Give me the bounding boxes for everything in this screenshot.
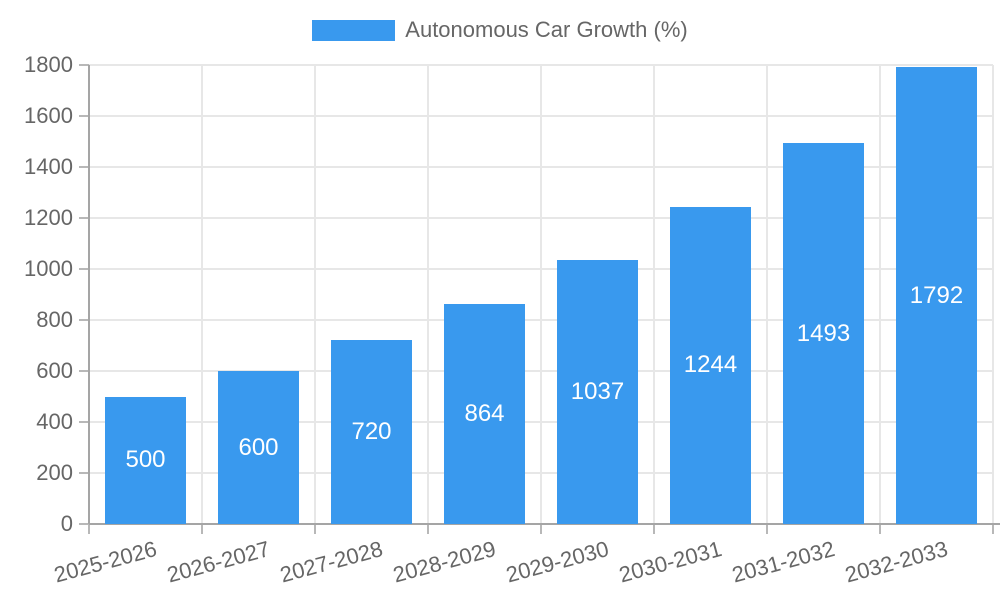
bar-value-label: 1037 bbox=[570, 377, 625, 405]
bar-value-label: 1493 bbox=[796, 319, 851, 347]
x-gridline bbox=[201, 65, 203, 524]
bar[interactable]: 600 bbox=[218, 371, 299, 524]
x-axis-line bbox=[89, 523, 1000, 525]
y-tick bbox=[79, 523, 89, 525]
x-tick bbox=[314, 524, 316, 534]
x-tick bbox=[201, 524, 203, 534]
bar-value-label: 720 bbox=[351, 418, 392, 446]
y-tick bbox=[79, 370, 89, 372]
x-gridline bbox=[427, 65, 429, 524]
y-axis-line bbox=[88, 65, 90, 524]
x-gridline bbox=[314, 65, 316, 524]
x-tick bbox=[879, 524, 881, 534]
y-tick-label: 0 bbox=[60, 511, 73, 536]
y-tick bbox=[79, 421, 89, 423]
x-tick bbox=[766, 524, 768, 534]
bar-value-label: 864 bbox=[464, 399, 505, 427]
bar[interactable]: 500 bbox=[105, 396, 186, 524]
x-gridline bbox=[766, 65, 768, 524]
y-tick-label: 400 bbox=[36, 409, 73, 434]
y-tick-label: 1800 bbox=[24, 52, 73, 77]
y-tick-label: 1200 bbox=[24, 205, 73, 230]
legend-label: Autonomous Car Growth (%) bbox=[405, 17, 688, 42]
x-gridline bbox=[879, 65, 881, 524]
x-tick-label: 2030-2031 bbox=[616, 536, 725, 588]
bar[interactable]: 1037 bbox=[557, 259, 638, 524]
bar-value-label: 600 bbox=[238, 433, 279, 461]
x-gridline bbox=[992, 65, 994, 524]
y-tick-label: 1600 bbox=[24, 103, 73, 128]
y-tick bbox=[79, 64, 89, 66]
y-tick-label: 1000 bbox=[24, 256, 73, 281]
x-tick bbox=[540, 524, 542, 534]
legend-item[interactable]: Autonomous Car Growth (%) bbox=[312, 17, 688, 43]
bar-value-label: 1792 bbox=[909, 281, 964, 309]
y-tick bbox=[79, 217, 89, 219]
bar[interactable]: 1792 bbox=[896, 67, 977, 524]
x-tick bbox=[653, 524, 655, 534]
x-tick-label: 2027-2028 bbox=[277, 536, 386, 588]
y-tick bbox=[79, 115, 89, 117]
legend-swatch bbox=[312, 19, 396, 41]
y-tick bbox=[79, 319, 89, 321]
x-tick bbox=[427, 524, 429, 534]
bar[interactable]: 1244 bbox=[670, 206, 751, 524]
bar[interactable]: 864 bbox=[444, 303, 525, 524]
x-tick bbox=[88, 524, 90, 534]
bar[interactable]: 1493 bbox=[783, 143, 864, 524]
x-gridline bbox=[653, 65, 655, 524]
x-tick-label: 2031-2032 bbox=[729, 536, 838, 588]
bar[interactable]: 720 bbox=[331, 340, 412, 524]
y-tick-label: 800 bbox=[36, 307, 73, 332]
x-tick-label: 2032-2033 bbox=[842, 536, 951, 588]
y-tick-label: 200 bbox=[36, 460, 73, 485]
y-tick bbox=[79, 472, 89, 474]
x-tick bbox=[992, 524, 994, 534]
y-tick bbox=[79, 268, 89, 270]
x-tick-label: 2028-2029 bbox=[390, 536, 499, 588]
x-tick-label: 2025-2026 bbox=[51, 536, 160, 588]
bar-value-label: 500 bbox=[125, 446, 166, 474]
y-tick bbox=[79, 166, 89, 168]
bar-value-label: 1244 bbox=[683, 351, 738, 379]
x-tick-label: 2026-2027 bbox=[164, 536, 273, 588]
x-tick-label: 2029-2030 bbox=[503, 536, 612, 588]
y-tick-label: 600 bbox=[36, 358, 73, 383]
y-tick-label: 1400 bbox=[24, 154, 73, 179]
chart-legend: Autonomous Car Growth (%) bbox=[0, 17, 1000, 43]
x-gridline bbox=[540, 65, 542, 524]
